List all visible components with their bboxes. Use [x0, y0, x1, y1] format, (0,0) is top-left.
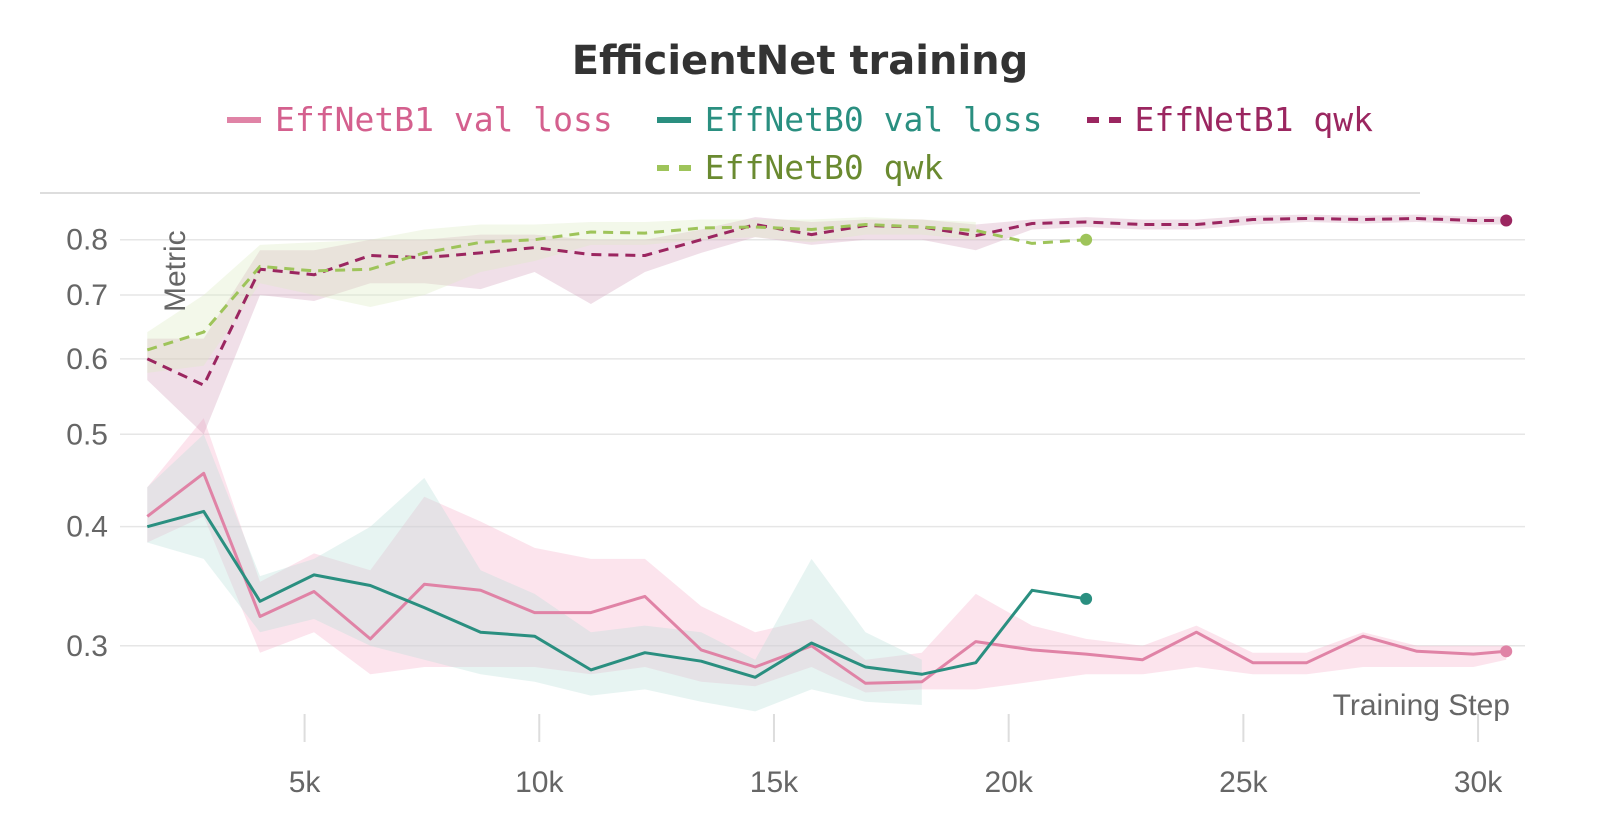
x-tick-label: 30k	[1454, 766, 1503, 799]
legend-item-effnetb0-qwk[interactable]: EffNetB0 qwk	[656, 148, 944, 187]
legend-label: EffNetB0 val loss	[704, 100, 1043, 139]
effnetb0-val-loss-line	[146, 509, 1087, 679]
effnetb1-qwk-band	[147, 214, 1507, 435]
legend-row-2: EffNetB0 qwk	[0, 148, 1600, 187]
effnetb0-val-loss-end-marker	[1080, 592, 1093, 605]
x-tick-label: 20k	[984, 766, 1033, 799]
y-tick-label: 0.3	[66, 630, 108, 663]
x-tick-label: 10k	[515, 766, 564, 799]
effnetb0-qwk-band	[147, 217, 976, 373]
x-tick-label: 5k	[289, 766, 322, 799]
effnetb1-qwk-end-marker	[1500, 214, 1513, 227]
legend-item-effnetb1-qwk[interactable]: EffNetB1 qwk	[1086, 100, 1373, 139]
legend-swatch-dashed-line	[656, 164, 691, 171]
series-lines	[146, 217, 1507, 685]
x-axis-title: Training Step	[1333, 689, 1510, 722]
effnetb0-val-loss-band	[147, 434, 922, 712]
y-tick-label: 0.5	[66, 418, 108, 451]
legend-swatch-dashed-line	[1086, 116, 1121, 123]
series-end-markers	[1080, 214, 1513, 658]
x-axis-ticks	[303, 714, 1480, 742]
legend-label: EffNetB1 val loss	[275, 100, 613, 139]
legend-swatch-solid-line	[227, 116, 262, 123]
legend-label: EffNetB1 qwk	[1134, 100, 1373, 139]
chart-title: EfficientNet training	[571, 38, 1029, 84]
effnetb1-val-loss-band	[147, 418, 1507, 693]
y-tick-label: 0.7	[66, 279, 108, 312]
y-tick-label: 0.4	[66, 511, 108, 544]
y-tick-label: 0.6	[66, 343, 108, 376]
effnetb0-qwk-line	[146, 223, 1087, 352]
legend-swatch-solid-line	[656, 116, 691, 123]
x-tick-label: 25k	[1219, 766, 1268, 799]
legend-label: EffNetB0 qwk	[704, 148, 944, 187]
effnetb1-qwk-line	[146, 217, 1507, 387]
effnetb1-val-loss-line	[146, 471, 1507, 685]
y-axis-title: Metric	[159, 230, 192, 312]
x-tick-label: 15k	[750, 766, 799, 799]
legend-item-effnetb1-val-loss[interactable]: EffNetB1 val loss	[227, 100, 613, 139]
legend-item-effnetb0-val-loss[interactable]: EffNetB0 val loss	[656, 100, 1043, 139]
effnetb1-val-loss-end-marker	[1500, 645, 1513, 658]
legend: EffNetB1 val loss EffNetB0 val loss EffN…	[0, 100, 1600, 139]
effnetb0-qwk-end-marker	[1080, 233, 1093, 246]
grid	[120, 238, 1525, 647]
confidence-bands	[147, 214, 1507, 712]
y-tick-label: 0.8	[66, 224, 108, 257]
tick-labels: 0.3 0.4 0.5 0.6 0.7 0.8 5k 10k 15k 20k 25k 30k	[66, 224, 1503, 799]
